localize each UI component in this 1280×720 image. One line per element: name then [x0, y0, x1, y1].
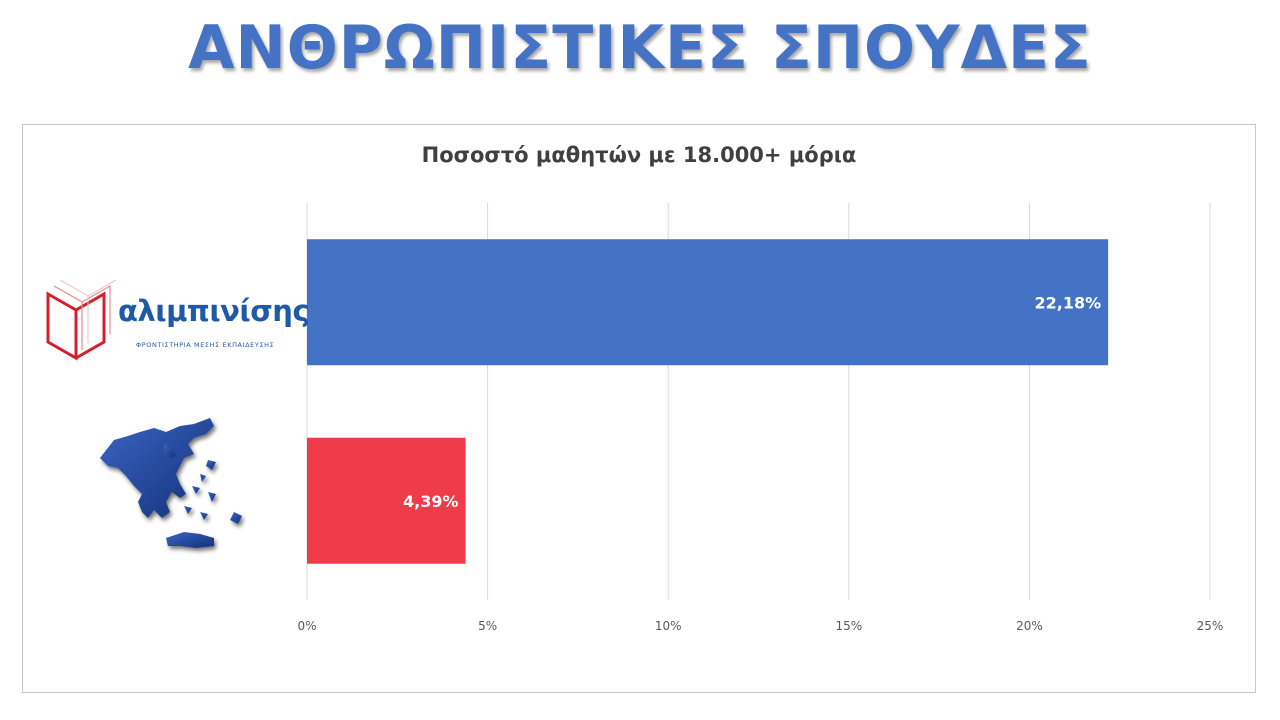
chart-title: Ποσοστό μαθητών με 18.000+ μόρια — [421, 143, 857, 167]
data-label-2: 4,39% — [403, 492, 459, 511]
logo-tagline: ΦΡΟΝΤΙΣΤΗΡΙΑ ΜΕΣΗΣ ΕΚΠΑΙΔΕΥΣΗΣ — [136, 341, 275, 349]
x-tick-label: 15% — [835, 619, 862, 633]
logo-wordmark: αλιμπινίσης — [118, 294, 310, 328]
x-tick-label: 25% — [1197, 619, 1224, 633]
page-title: ΑΝΘΡΩΠΙΣΤΙΚΕΣ ΣΠΟΥΔΕΣ — [188, 13, 1092, 83]
bar-2 — [307, 437, 466, 564]
bars: 22,18% 4,39% — [307, 239, 1109, 564]
greece-map-icon — [96, 414, 256, 559]
chart-frame: Ποσοστό μαθητών με 18.000+ μόρια — [22, 124, 1256, 693]
data-label-1: 22,18% — [1035, 293, 1102, 312]
x-tick-label: 20% — [1016, 619, 1043, 633]
x-tick-label: 10% — [655, 619, 682, 633]
alimpinisis-logo: αλιμπινίσης ΦΡΟΝΤΙΣΤΗΡΙΑ ΜΕΣΗΣ ΕΚΠΑΙΔΕΥΣ… — [40, 280, 310, 370]
x-axis-ticks: 0% 5% 10% 15% 20% 25% — [297, 619, 1223, 633]
bar-1 — [307, 239, 1109, 366]
x-tick-label: 5% — [478, 619, 497, 633]
x-tick-label: 0% — [297, 619, 316, 633]
book-logo-icon — [46, 280, 117, 361]
